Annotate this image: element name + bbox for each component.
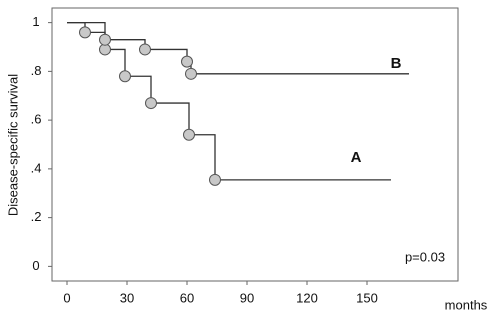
y-tick-label: .8 bbox=[31, 63, 42, 78]
x-axis-label: months bbox=[445, 297, 488, 312]
event-marker bbox=[139, 43, 151, 56]
survival-curve bbox=[67, 21, 409, 75]
x-tick-label: 30 bbox=[120, 290, 134, 305]
event-marker bbox=[145, 97, 157, 110]
event-marker bbox=[79, 26, 91, 39]
y-tick-label: .4 bbox=[31, 160, 42, 175]
x-tick-label: 120 bbox=[296, 290, 318, 305]
series-label: B bbox=[391, 55, 402, 72]
event-marker bbox=[209, 173, 221, 186]
event-marker bbox=[183, 128, 195, 141]
y-tick-label: .6 bbox=[31, 112, 42, 127]
event-marker bbox=[119, 70, 131, 83]
plot-frame bbox=[51, 7, 459, 282]
y-axis-label: Disease-specific survival bbox=[5, 74, 20, 216]
survival-curve bbox=[67, 21, 391, 181]
series-label: A bbox=[351, 149, 362, 166]
x-tick-label: 90 bbox=[240, 290, 254, 305]
y-tick-label: 0 bbox=[32, 258, 39, 273]
event-marker bbox=[181, 55, 193, 68]
event-marker bbox=[99, 33, 111, 46]
p-value: p=0.03 bbox=[405, 249, 445, 264]
event-marker bbox=[185, 67, 197, 80]
x-tick-label: 150 bbox=[356, 290, 378, 305]
y-tick-label: 1 bbox=[32, 14, 39, 29]
x-tick-label: 60 bbox=[180, 290, 194, 305]
x-tick-label: 0 bbox=[63, 290, 70, 305]
y-tick-label: .2 bbox=[31, 209, 42, 224]
